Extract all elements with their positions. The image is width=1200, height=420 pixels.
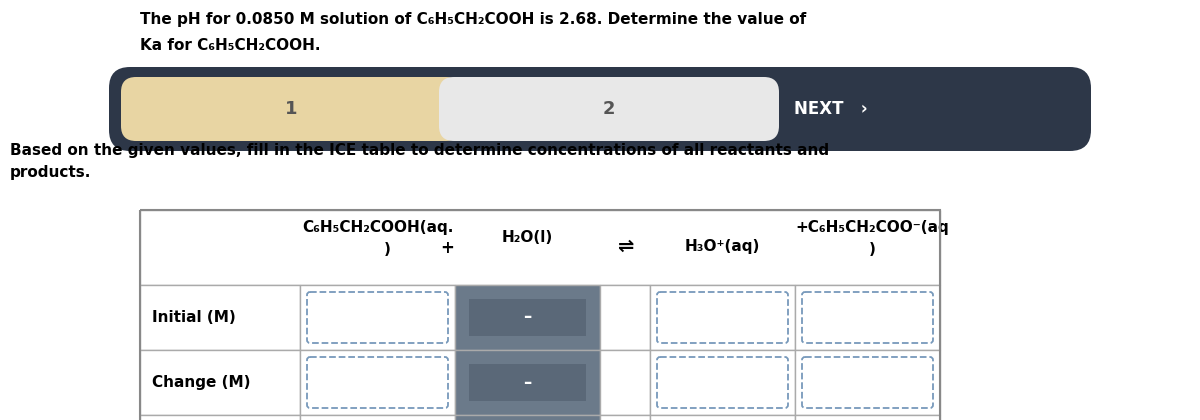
Bar	[140, 210, 940, 285]
Bar	[140, 350, 300, 415]
Bar	[650, 415, 796, 420]
Bar	[650, 350, 796, 415]
Bar	[600, 285, 650, 350]
Text: NEXT   ›: NEXT ›	[794, 100, 868, 118]
FancyBboxPatch shape	[439, 77, 779, 141]
Text: ): )	[869, 242, 876, 257]
Text: +: +	[440, 239, 454, 257]
FancyBboxPatch shape	[307, 357, 448, 408]
FancyBboxPatch shape	[121, 77, 461, 141]
Bar	[455, 415, 600, 420]
Text: Initial (M): Initial (M)	[152, 310, 235, 325]
Text: ⇌: ⇌	[617, 236, 634, 255]
Text: H₃O⁺(aq): H₃O⁺(aq)	[685, 239, 760, 254]
FancyBboxPatch shape	[658, 357, 788, 408]
FancyBboxPatch shape	[802, 292, 934, 343]
Text: –: –	[523, 373, 532, 391]
Text: +C₆H₅CH₂COO⁻(aq: +C₆H₅CH₂COO⁻(aq	[796, 220, 949, 235]
Bar	[650, 285, 796, 350]
FancyBboxPatch shape	[109, 67, 1091, 151]
Bar	[300, 415, 455, 420]
FancyBboxPatch shape	[307, 292, 448, 343]
Bar	[796, 415, 940, 420]
Bar	[600, 415, 650, 420]
Bar	[469, 299, 586, 336]
Bar	[300, 350, 455, 415]
Text: Based on the given values, fill in the ICE table to determine concentrations of : Based on the given values, fill in the I…	[10, 143, 829, 158]
Text: Ka for C₆H₅CH₂COOH.: Ka for C₆H₅CH₂COOH.	[140, 38, 320, 53]
Bar	[796, 350, 940, 415]
Bar	[140, 210, 940, 420]
Bar	[600, 350, 650, 415]
Text: The pH for 0.0850 M solution of C₆H₅CH₂COOH is 2.68. Determine the value of: The pH for 0.0850 M solution of C₆H₅CH₂C…	[140, 12, 806, 27]
Bar	[455, 350, 600, 415]
Text: C₆H₅CH₂COOH(aq.: C₆H₅CH₂COOH(aq.	[302, 220, 454, 235]
Bar	[300, 285, 455, 350]
Bar	[140, 415, 300, 420]
Text: Change (M): Change (M)	[152, 375, 251, 390]
Text: 2: 2	[602, 100, 616, 118]
Text: 1: 1	[284, 100, 298, 118]
FancyBboxPatch shape	[658, 292, 788, 343]
Text: H₂O(l): H₂O(l)	[502, 231, 553, 246]
Text: ): )	[384, 242, 391, 257]
Bar	[455, 285, 600, 350]
Text: products.: products.	[10, 165, 91, 180]
Text: –: –	[523, 309, 532, 326]
Bar	[469, 364, 586, 401]
Bar	[140, 285, 300, 350]
Bar	[796, 285, 940, 350]
FancyBboxPatch shape	[802, 357, 934, 408]
